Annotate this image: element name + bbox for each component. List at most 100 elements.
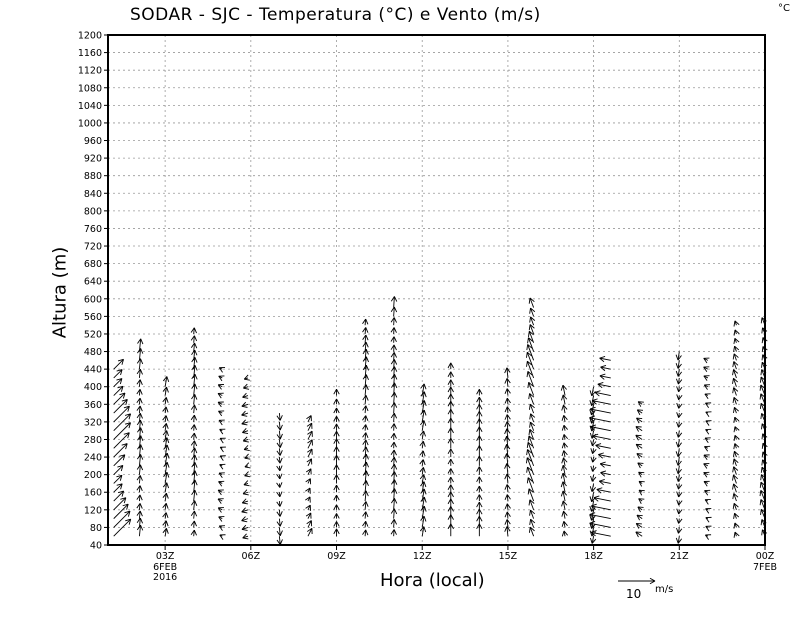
- wind-vector: [760, 317, 767, 326]
- wind-vector: [447, 491, 454, 502]
- x-date-label: 6FEB: [153, 562, 177, 573]
- wind-vector: [136, 379, 143, 387]
- y-tick-label: 1080: [78, 83, 102, 94]
- wind-vector: [529, 421, 536, 431]
- wind-vector: [276, 465, 283, 472]
- wind-vector: [191, 383, 198, 396]
- wind-vector: [390, 327, 397, 334]
- wind-vector: [590, 536, 597, 544]
- wind-vector: [476, 396, 483, 405]
- wind-vector: [760, 474, 767, 484]
- wind-vector: [447, 371, 454, 378]
- wind-vector: [635, 531, 643, 538]
- wind-vector: [333, 398, 340, 405]
- wind-vector: [113, 454, 126, 467]
- wind-vector: [276, 536, 283, 545]
- wind-vector: [217, 507, 224, 513]
- wind-vector: [676, 412, 683, 418]
- wind-vector: [733, 522, 740, 529]
- wind-vector: [504, 388, 511, 396]
- wind-vector: [527, 435, 535, 449]
- wind-vector: [217, 489, 224, 496]
- wind-vector: [476, 508, 483, 519]
- wind-vector: [390, 412, 398, 422]
- wind-vector: [703, 357, 710, 364]
- wind-vector: [527, 337, 535, 352]
- wind-vector: [635, 434, 643, 441]
- wind-vector: [305, 478, 312, 485]
- wind-vector: [390, 306, 398, 317]
- wind-vector: [243, 480, 250, 487]
- wind-vector: [560, 472, 567, 484]
- wind-vector: [333, 528, 340, 537]
- y-tick-label: 720: [84, 242, 102, 253]
- wind-vector: [333, 423, 340, 431]
- y-tick-label: 400: [84, 382, 102, 393]
- wind-vector: [761, 459, 768, 467]
- wind-vector: [561, 434, 569, 440]
- wind-vector: [528, 403, 535, 414]
- x-tick-label: 18Z: [584, 551, 603, 562]
- wind-vector: [276, 482, 283, 488]
- wind-vector: [593, 495, 611, 502]
- wind-vector: [276, 439, 283, 448]
- wind-vector: [333, 513, 340, 519]
- wind-vector: [390, 344, 397, 352]
- wind-vector: [244, 453, 251, 460]
- reference-vector-arrow: [618, 577, 656, 585]
- wind-vector: [217, 401, 224, 408]
- x-date-label: 2016: [153, 572, 177, 583]
- wind-vector: [761, 327, 768, 335]
- wind-vector: [638, 498, 645, 504]
- wind-vector: [113, 503, 129, 519]
- wind-vector: [705, 508, 712, 514]
- wind-vector: [561, 404, 568, 414]
- wind-vector: [705, 516, 712, 523]
- wind-vector: [305, 468, 312, 475]
- wind-vector: [136, 494, 143, 502]
- wind-vector: [419, 459, 426, 466]
- wind-vector: [761, 433, 768, 440]
- wind-vector: [705, 534, 712, 540]
- wind-vector: [447, 448, 454, 458]
- wind-vector: [528, 330, 535, 343]
- wind-vector: [113, 490, 125, 502]
- wind-vector: [242, 392, 249, 399]
- wind-vector: [635, 523, 643, 529]
- wind-vector: [136, 454, 144, 466]
- wind-vector: [390, 336, 397, 343]
- wind-vector: [420, 515, 427, 528]
- wind-vector: [241, 524, 249, 531]
- wind-vector: [217, 384, 224, 390]
- wind-vector: [504, 526, 511, 537]
- y-tick-label: 1160: [78, 48, 102, 59]
- wind-vector: [529, 509, 536, 519]
- wind-vector: [761, 337, 768, 344]
- y-tick-label: 360: [84, 400, 102, 411]
- wind-vector: [276, 500, 283, 507]
- wind-vector: [190, 335, 198, 343]
- wind-vector: [276, 457, 283, 464]
- wind-vector: [218, 472, 225, 479]
- wind-vector: [705, 402, 712, 409]
- wind-vector: [733, 416, 740, 423]
- wind-vector: [219, 437, 226, 444]
- wind-vector: [163, 471, 170, 484]
- wind-vector: [596, 487, 611, 494]
- wind-vector: [589, 512, 611, 520]
- wind-vector: [676, 508, 683, 515]
- wind-vector: [476, 404, 483, 414]
- wind-vector: [526, 477, 535, 493]
- wind-vector: [732, 493, 739, 502]
- wind-vector: [162, 423, 169, 431]
- wind-vector: [362, 327, 369, 335]
- wind-vector: [675, 430, 683, 438]
- plot-frame: [107, 34, 766, 546]
- wind-vector: [219, 534, 226, 540]
- x-axis-label: Hora (local): [380, 570, 485, 591]
- wind-vector: [476, 501, 483, 510]
- wind-vector: [191, 454, 198, 466]
- wind-vector: [136, 405, 143, 414]
- wind-vector: [306, 415, 312, 423]
- wind-vector: [761, 346, 768, 353]
